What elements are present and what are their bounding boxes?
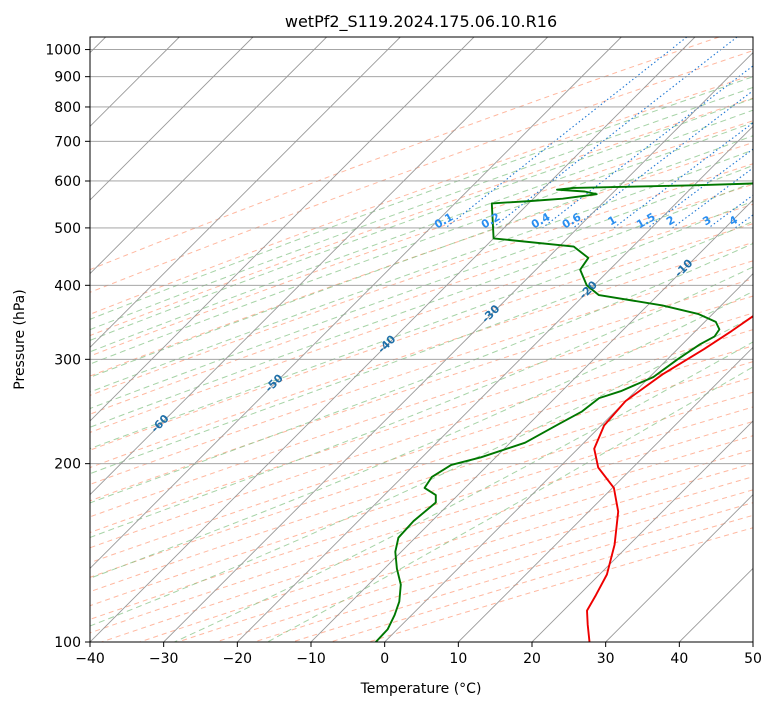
y-tick-label: 600 [54,174,81,190]
isotherm-line [90,37,254,201]
moist-adiabat-line [90,242,753,504]
dry-adiabat-line [90,142,753,377]
temperature-profile-line [586,315,753,642]
x-axis: −40 −30 −20 −10 0 10 20 30 40 50 [75,642,762,667]
isotherm-line [531,420,753,642]
dry-adiabat-line [90,329,753,549]
isotherm-line [90,37,622,569]
x-tick-label: −20 [223,651,253,667]
y-tick-label: 300 [54,352,81,368]
x-tick-label: 10 [449,651,467,667]
x-tick-label: −40 [75,651,105,667]
isotherms [90,37,753,642]
isotherm-line [90,37,548,496]
moist-adiabat-line [90,164,753,410]
dry-adiabat-line [90,50,753,293]
y-tick-label: 1000 [45,43,81,59]
isobars [90,49,753,642]
y-tick-label: 200 [54,457,81,473]
dry-adiabat-line [90,97,753,337]
y-tick-label: 800 [54,100,81,116]
isotherm-line [605,494,753,642]
x-axis-label: Temperature (°C) [360,681,482,697]
dry-adiabat-line [90,295,753,518]
isotherm-line [237,125,753,642]
x-tick-label: −30 [149,651,179,667]
isotherm-line [90,37,696,642]
plot-frame [89,36,754,643]
y-tick-label: 700 [54,134,81,150]
dry-adiabat-line [90,241,753,469]
moist-adiabat-line [90,200,753,450]
dry-adiabat-line [90,345,753,564]
x-tick-label: −10 [296,651,326,667]
y-tick-label: 500 [54,221,81,237]
dry-adiabat-line [90,37,720,271]
moist-adiabat-line [90,290,753,579]
x-tick-label: 50 [744,651,762,667]
profiles [375,182,753,642]
isotherm-line [90,37,475,422]
x-tick-label: 20 [523,651,541,667]
y-axis-label: Pressure (hPa) [12,289,28,389]
moist-adiabat-line [90,76,753,320]
isotherm-line [90,37,327,275]
chart-title: wetPf2_S119.2024.175.06.10.R16 [285,12,557,32]
y-tick-label: 900 [54,70,81,86]
x-tick-label: 0 [380,651,389,667]
moist-adiabat-line [90,266,753,539]
isotherm-line [384,273,753,642]
isotherm-line [90,37,401,348]
dry-adiabat-line [90,163,753,396]
dry-adiabat-line [90,376,753,593]
mixing-ratio-line [572,90,753,229]
dry-adiabat-line [90,391,753,607]
isotherm-line [458,346,753,642]
y-axis: 100 200 300 400 500 600 700 800 900 1000 [45,43,90,651]
moist-adiabat-line [267,366,753,642]
moist-adiabat-line [90,98,753,341]
x-tick-label: 40 [670,651,688,667]
y-tick-label: 400 [54,278,81,294]
mixing-ratio-line [542,65,753,229]
y-tick-label: 100 [54,635,81,651]
isotherm-line [163,52,753,642]
moist-adiabat-line [90,181,753,428]
x-tick-label: 30 [597,651,615,667]
moist-adiabat-line [90,135,753,378]
dewpoint-profile-line [375,182,753,642]
moist-adiabats [90,76,753,642]
dry-adiabat-line [90,74,753,315]
isotherm-line [310,199,753,642]
dry-adiabat-line [90,203,753,433]
